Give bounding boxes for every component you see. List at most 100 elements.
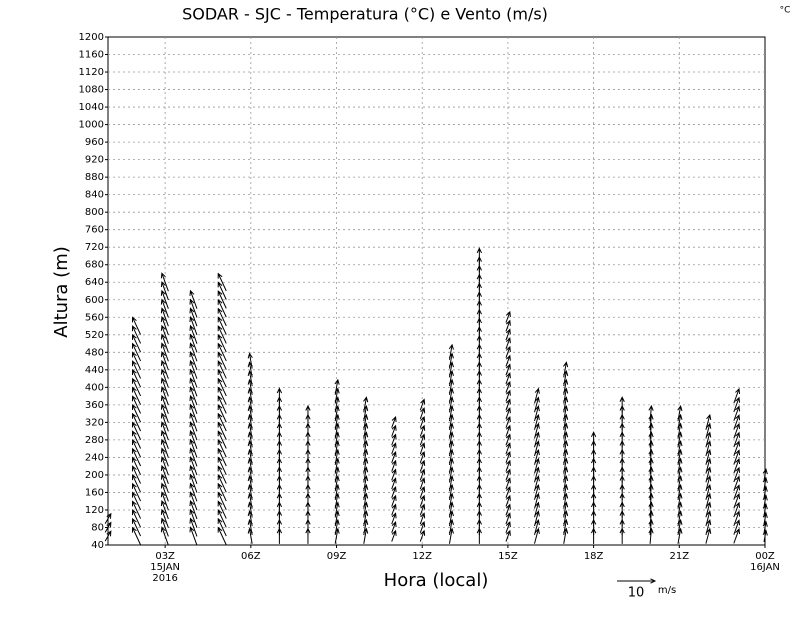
wind-vector bbox=[705, 519, 712, 535]
y-tick-label: 480 bbox=[85, 347, 104, 358]
wind-vector bbox=[419, 424, 426, 437]
wind-vector bbox=[505, 345, 511, 358]
wind-vector bbox=[534, 527, 540, 544]
wind-vector bbox=[131, 465, 142, 484]
wind-vector bbox=[160, 394, 169, 414]
wind-vector bbox=[217, 403, 227, 423]
wind-vector bbox=[160, 307, 169, 327]
wind-vector bbox=[391, 450, 397, 463]
wind-vector bbox=[131, 316, 142, 335]
wind-vector bbox=[762, 503, 768, 516]
wind-vector bbox=[160, 508, 169, 528]
wind-vector bbox=[505, 380, 511, 393]
wind-vector bbox=[733, 519, 741, 535]
wind-vector bbox=[160, 438, 169, 458]
wind-vector bbox=[476, 247, 482, 264]
wind-vector bbox=[419, 486, 426, 498]
wind-vector bbox=[505, 450, 511, 463]
wind-vector bbox=[648, 483, 654, 501]
wind-vector bbox=[217, 325, 227, 344]
wind-vector bbox=[217, 333, 227, 353]
wind-vector bbox=[648, 431, 654, 448]
wind-vector bbox=[563, 361, 569, 378]
wind-vector bbox=[217, 447, 227, 467]
wind-vector bbox=[762, 529, 768, 542]
wind-vector bbox=[534, 457, 540, 474]
wind-vector bbox=[648, 413, 654, 430]
wind-vector bbox=[705, 475, 712, 492]
wind-vector bbox=[189, 377, 198, 397]
wind-vector bbox=[189, 368, 198, 388]
y-tick-label: 280 bbox=[85, 435, 104, 446]
wind-vector bbox=[217, 412, 227, 432]
wind-vector bbox=[160, 403, 169, 423]
wind-vector bbox=[217, 421, 227, 440]
y-tick-label: 560 bbox=[85, 312, 104, 323]
wind-vector bbox=[391, 442, 397, 455]
wind-vector bbox=[505, 415, 511, 428]
wind-vector bbox=[391, 529, 397, 542]
wind-vector bbox=[534, 405, 540, 422]
wind-vector bbox=[648, 422, 654, 439]
wind-vector bbox=[131, 500, 142, 519]
wind-vector bbox=[160, 368, 169, 388]
wind-vector bbox=[534, 483, 540, 500]
y-tick-label: 920 bbox=[85, 155, 104, 166]
wind-vector bbox=[160, 517, 169, 537]
wind-vector bbox=[705, 413, 712, 430]
wind-vector bbox=[217, 439, 227, 458]
wind-vector bbox=[419, 503, 426, 516]
wind-vector bbox=[419, 459, 426, 472]
y-tick-label: 240 bbox=[85, 452, 104, 463]
wind-vector bbox=[648, 466, 654, 483]
wind-vector bbox=[762, 468, 768, 481]
wind-vector bbox=[189, 298, 198, 318]
y-tick-label: 1040 bbox=[79, 102, 104, 113]
wind-vector bbox=[648, 457, 654, 474]
wind-vector bbox=[160, 447, 169, 467]
wind-vector bbox=[733, 510, 741, 527]
x-date-label: 16JAN bbox=[750, 562, 780, 573]
wind-vector bbox=[189, 333, 198, 353]
wind-vector bbox=[189, 412, 198, 432]
wind-vector bbox=[189, 342, 198, 362]
wind-vector bbox=[189, 386, 198, 406]
wind-vector bbox=[733, 466, 741, 483]
wind-vector bbox=[104, 521, 112, 533]
x-tick-label: 09Z bbox=[327, 551, 347, 562]
wind-vector bbox=[217, 395, 227, 414]
wind-vector bbox=[160, 377, 169, 397]
wind-vector bbox=[733, 501, 741, 518]
wind-vector bbox=[534, 422, 540, 439]
wind-vector bbox=[160, 456, 169, 476]
wind-vector bbox=[217, 307, 227, 327]
x-tick-label: 00Z bbox=[755, 551, 775, 562]
wind-vector bbox=[131, 333, 142, 353]
wind-vector bbox=[505, 354, 511, 367]
wind-vector bbox=[619, 396, 625, 413]
wind-vector bbox=[305, 404, 311, 422]
wind-vector bbox=[189, 499, 198, 520]
wind-vector bbox=[733, 475, 741, 492]
wind-vector bbox=[217, 474, 227, 493]
wind-vector bbox=[705, 466, 712, 483]
y-tick-label: 1200 bbox=[79, 32, 104, 43]
wind-vector bbox=[160, 280, 169, 301]
wind-vector bbox=[391, 486, 397, 498]
x-tick-label: 21Z bbox=[670, 551, 690, 562]
wind-vector bbox=[733, 431, 741, 448]
y-tick-label: 800 bbox=[85, 207, 104, 218]
chart-title: SODAR - SJC - Temperatura (°C) e Vento (… bbox=[182, 5, 548, 24]
wind-vector bbox=[189, 517, 198, 537]
wind-vector bbox=[648, 510, 654, 527]
wind-vector bbox=[705, 510, 712, 527]
wind-vector bbox=[131, 386, 142, 405]
wind-vector bbox=[131, 482, 142, 502]
wind-vector bbox=[505, 486, 511, 498]
wind-vector bbox=[419, 450, 426, 463]
wind-vector bbox=[189, 526, 198, 546]
wind-vector bbox=[648, 501, 654, 518]
wind-vector bbox=[160, 342, 169, 362]
wind-vector bbox=[648, 474, 654, 492]
wind-vector bbox=[160, 333, 169, 353]
